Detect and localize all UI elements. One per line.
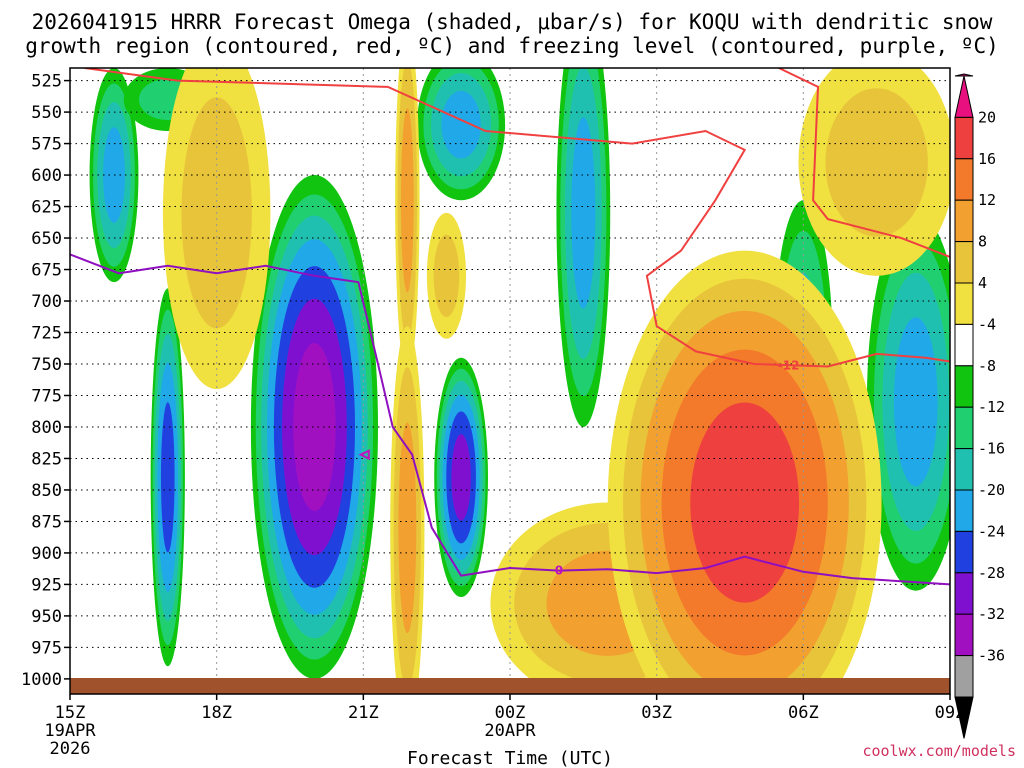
freezing-level-label: 0 <box>555 564 563 578</box>
omega-region-12-level-8 <box>433 234 460 318</box>
dendritic-contour-line <box>84 68 950 368</box>
colorbar-label-2: 12 <box>978 191 996 209</box>
colorbar-label-10: -24 <box>978 522 1005 540</box>
colorbar-label-4: 4 <box>978 274 987 292</box>
colorbar-label-3: 8 <box>978 233 987 251</box>
y-tick-label-875: 875 <box>31 512 62 532</box>
colorbar-segment-1 <box>954 116 974 160</box>
colorbar-segment-14 <box>954 655 974 698</box>
colorbar-segment-6 <box>954 323 974 367</box>
colorbar-label-9: -20 <box>978 481 1005 499</box>
colorbar-segment-11 <box>954 530 974 574</box>
colorbar-label-11: -28 <box>978 564 1005 582</box>
y-tick-label-975: 975 <box>31 638 62 658</box>
y-tick-label-525: 525 <box>31 72 62 92</box>
colorbar-segment-8 <box>954 406 974 450</box>
omega-region-5-level--24 <box>451 434 471 521</box>
colorbar-label-7: -12 <box>978 398 1005 416</box>
x-axis-label: Forecast Time (UTC) <box>407 748 613 768</box>
plot-grid <box>70 68 950 694</box>
colorbar-segment-10 <box>954 489 974 532</box>
omega-region-8-level--16 <box>893 317 938 487</box>
y-tick-label-700: 700 <box>31 292 62 312</box>
x-tick-label-15Z: 15Z <box>55 703 86 723</box>
y-tick-label-725: 725 <box>31 324 62 344</box>
dendritic-contour-label: -12 <box>778 358 800 372</box>
y-tick-label-850: 850 <box>31 481 62 501</box>
omega-colorbar: 20 16 12 8 4 -4 -8 -12 -16 -20 -24 -28 -32 -36 <box>954 73 1005 739</box>
freezing-level-line <box>70 253 950 586</box>
x-tick-label-06Z: 06Z <box>788 703 819 723</box>
y-tick-label-825: 825 <box>31 449 62 469</box>
freezing-level-closed-contour <box>358 449 370 461</box>
omega-region-14-level-20 <box>690 402 800 603</box>
colorbar-label-13: -36 <box>978 647 1005 665</box>
y-tick-label-800: 800 <box>31 418 62 438</box>
y-tick-label-575: 575 <box>31 135 62 155</box>
x-year-label-15Z: 2026 <box>50 739 91 759</box>
colorbar-segment-bottom-arrow <box>954 696 974 739</box>
colorbar-segment-12 <box>954 572 974 615</box>
x-tick-label-18Z: 18Z <box>201 703 232 723</box>
temperature-contours: -12 0 <box>70 68 950 586</box>
colorbar-label-5: -4 <box>978 315 996 333</box>
colorbar-segment-2 <box>954 158 974 201</box>
omega-region-6-level--16 <box>571 117 596 309</box>
colorbar-segment-4 <box>954 241 974 284</box>
omega-region-3-level--28 <box>293 343 336 511</box>
colorbar-segment-7 <box>954 365 974 408</box>
y-axis-pressure: 525 550 575 600 625 650 675 700 725 750 775 800 825 8… <box>21 72 70 690</box>
y-tick-label-775: 775 <box>31 386 62 406</box>
colorbar-label-0: 20 <box>978 108 996 126</box>
colorbar-segment-3 <box>954 199 974 243</box>
omega-region-2-level--20 <box>160 402 175 553</box>
y-tick-label-750: 750 <box>31 355 62 375</box>
colorbar-label-12: -32 <box>978 605 1005 623</box>
colorbar-segment-13 <box>954 613 974 657</box>
y-tick-label-650: 650 <box>31 229 62 249</box>
dendritic-contour-line-2 <box>778 68 950 258</box>
x-date-label-15Z: 19APR <box>44 721 96 741</box>
colorbar-segment-top <box>954 73 974 77</box>
terrain-strip <box>70 678 950 694</box>
chart-title-line2: growth region (contoured, red, ºC) and f… <box>25 34 999 58</box>
omega-region-4-level--16 <box>441 90 481 159</box>
y-tick-label-550: 550 <box>31 103 62 123</box>
omega-region-11-level-12 <box>398 422 417 633</box>
x-tick-label-21Z: 21Z <box>348 703 379 723</box>
x-date-label-00Z: 20APR <box>484 721 536 741</box>
x-tick-label-03Z: 03Z <box>641 703 672 723</box>
credit-text: coolwx.com/models <box>862 742 1016 760</box>
x-tick-label-00Z: 00Z <box>495 703 526 723</box>
y-tick-label-1000: 1000 <box>21 670 62 690</box>
omega-region-15-level-8 <box>825 88 928 237</box>
y-tick-label-900: 900 <box>31 544 62 564</box>
colorbar-label-6: -8 <box>978 357 996 375</box>
y-tick-label-625: 625 <box>31 198 62 218</box>
colorbar-segment-5 <box>954 282 974 325</box>
y-tick-label-600: 600 <box>31 166 62 186</box>
colorbar-segment-top-arrow <box>954 75 974 118</box>
y-tick-label-675: 675 <box>31 261 62 281</box>
omega-region-10-level-12 <box>400 108 414 293</box>
y-tick-label-950: 950 <box>31 607 62 627</box>
chart-title-line1: 2026041915 HRRR Forecast Omega (shaded, … <box>32 10 993 34</box>
y-tick-label-925: 925 <box>31 575 62 595</box>
colorbar-label-8: -16 <box>978 440 1005 458</box>
colorbar-label-1: 16 <box>978 150 996 168</box>
colorbar-segment-9 <box>954 448 974 491</box>
